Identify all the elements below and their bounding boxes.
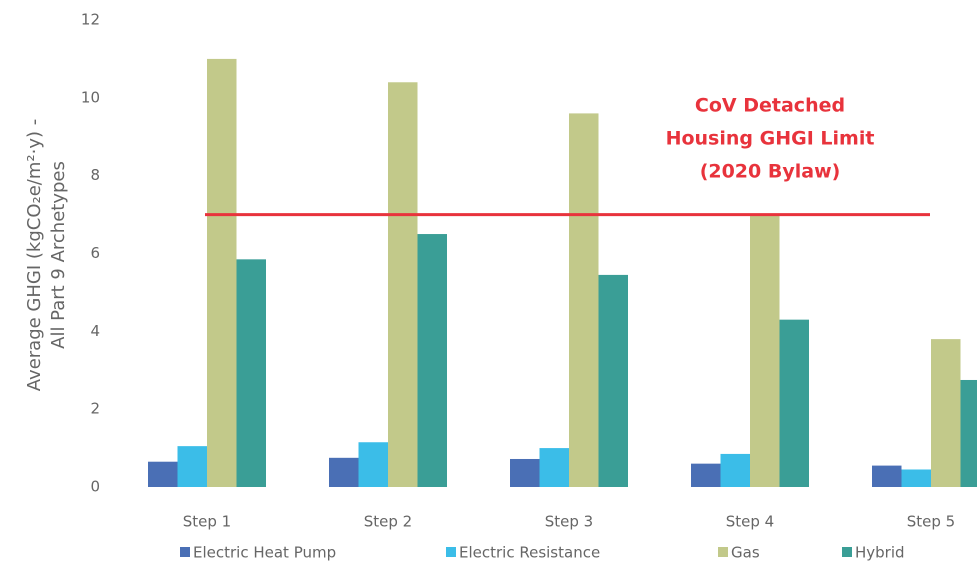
annotation: Housing GHGI Limit bbox=[666, 128, 875, 150]
y-tick-label: 8 bbox=[90, 166, 100, 184]
legend-label: Gas bbox=[731, 544, 760, 562]
y-tick-label: 10 bbox=[81, 88, 100, 106]
y-tick-label: 4 bbox=[90, 322, 100, 340]
bar bbox=[779, 319, 809, 487]
y-axis-title: Average GHGI (kgCO₂e/m²·y) - bbox=[24, 119, 45, 391]
bar bbox=[329, 457, 359, 487]
annotation: CoV Detached bbox=[695, 95, 845, 117]
legend-label: Hybrid bbox=[855, 544, 905, 562]
bar bbox=[358, 442, 388, 487]
legend-label: Electric Heat Pump bbox=[193, 544, 336, 562]
y-tick-label: 6 bbox=[90, 244, 100, 262]
y-tick-label: 0 bbox=[90, 478, 100, 496]
legend-swatch bbox=[718, 547, 728, 557]
x-tick-label: Step 3 bbox=[545, 513, 593, 531]
bar bbox=[960, 379, 977, 487]
x-tick-label: Step 5 bbox=[907, 513, 955, 531]
bar bbox=[691, 463, 721, 487]
bar bbox=[148, 461, 178, 487]
bar bbox=[720, 453, 750, 487]
bar bbox=[539, 448, 569, 487]
x-tick-label: Step 2 bbox=[364, 513, 412, 531]
bar bbox=[388, 82, 418, 488]
bar bbox=[236, 259, 266, 487]
bar bbox=[417, 234, 447, 487]
legend-swatch bbox=[446, 547, 456, 557]
y-axis-title: All Part 9 Archetypes bbox=[48, 161, 69, 349]
bar bbox=[510, 458, 540, 487]
bar bbox=[931, 339, 961, 487]
y-tick-label: 2 bbox=[90, 400, 100, 418]
bar bbox=[177, 446, 207, 487]
bar bbox=[598, 274, 628, 487]
bar bbox=[872, 465, 902, 487]
legend-swatch bbox=[180, 547, 190, 557]
bar bbox=[901, 469, 931, 487]
bar bbox=[750, 214, 780, 488]
annotation: (2020 Bylaw) bbox=[700, 161, 841, 183]
legend-label: Electric Resistance bbox=[459, 544, 600, 562]
x-tick-label: Step 1 bbox=[183, 513, 231, 531]
x-tick-label: Step 4 bbox=[726, 513, 774, 531]
legend-swatch bbox=[842, 547, 852, 557]
bar bbox=[569, 113, 599, 488]
y-tick-label: 12 bbox=[81, 11, 100, 29]
bar bbox=[207, 58, 237, 488]
